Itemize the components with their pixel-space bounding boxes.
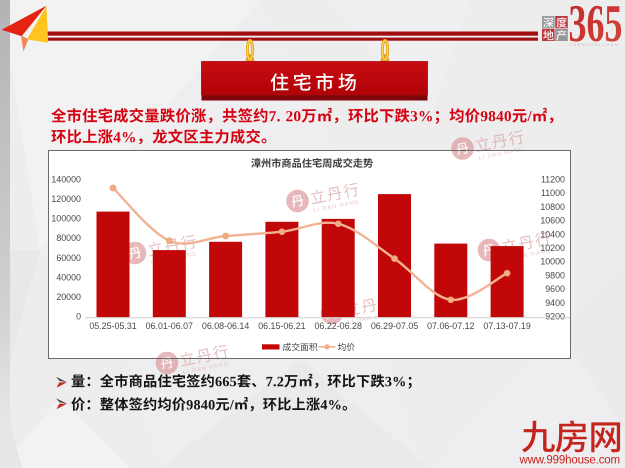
- svg-text:0: 0: [76, 312, 81, 322]
- svg-text:11000: 11000: [541, 188, 565, 198]
- svg-text:60000: 60000: [56, 253, 81, 263]
- svg-text:10000: 10000: [540, 257, 565, 267]
- svg-text:10800: 10800: [540, 202, 565, 212]
- svg-text:10400: 10400: [540, 229, 565, 239]
- svg-text:07.06-07.12: 07.06-07.12: [427, 321, 474, 331]
- svg-text:80000: 80000: [56, 233, 81, 243]
- svg-text:10200: 10200: [540, 243, 565, 253]
- svg-text:SHENDUDICHAN: SHENDUDICHAN: [569, 42, 619, 47]
- svg-text:06.22-06.28: 06.22-06.28: [315, 321, 362, 331]
- svg-text:120000: 120000: [51, 194, 81, 204]
- svg-text:10600: 10600: [540, 216, 565, 226]
- svg-text:11200: 11200: [541, 175, 565, 185]
- svg-text:06.15-06.21: 06.15-06.21: [258, 321, 305, 331]
- svg-text:365: 365: [569, 0, 623, 53]
- svg-text:20000: 20000: [56, 292, 81, 302]
- svg-text:9200: 9200: [545, 312, 565, 322]
- svg-text:www.999house.com: www.999house.com: [518, 455, 620, 467]
- svg-text:06.29-07.05: 06.29-07.05: [371, 321, 418, 331]
- svg-text:9800: 9800: [545, 270, 565, 280]
- svg-text:06.01-06.07: 06.01-06.07: [146, 321, 193, 331]
- svg-text:9600: 9600: [545, 284, 565, 294]
- svg-text:06.08-06.14: 06.08-06.14: [202, 321, 249, 331]
- svg-text:07.13-07.19: 07.13-07.19: [483, 321, 530, 331]
- svg-text:100000: 100000: [51, 214, 81, 224]
- svg-text:40000: 40000: [56, 272, 81, 282]
- svg-text:05.25-05.31: 05.25-05.31: [89, 321, 136, 331]
- svg-text:9400: 9400: [545, 298, 565, 308]
- svg-text:140000: 140000: [51, 175, 81, 185]
